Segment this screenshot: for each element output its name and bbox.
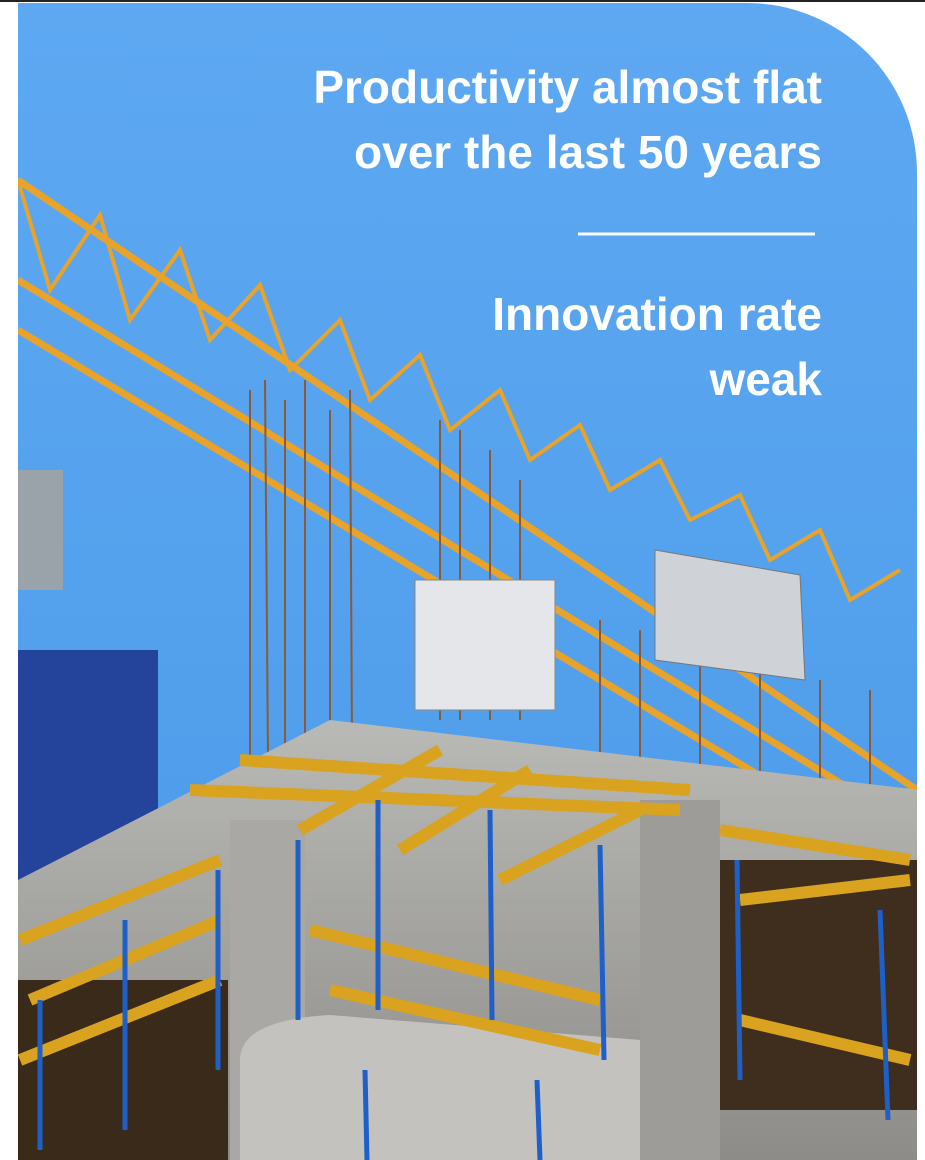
slab <box>240 1015 640 1160</box>
props <box>37 800 891 1160</box>
subheadline-line: weak <box>708 353 822 405</box>
top-border <box>0 0 925 2</box>
crane-cab <box>414 579 556 711</box>
crane-box <box>654 549 806 681</box>
subheadline-line: Innovation rate <box>492 288 822 340</box>
tower <box>18 470 63 590</box>
column <box>640 800 720 1160</box>
headline-line: Productivity almost flat <box>313 61 822 113</box>
headline-line: over the last 50 years <box>354 126 822 178</box>
photo: Productivity almost flat over the last 5… <box>18 3 917 1160</box>
